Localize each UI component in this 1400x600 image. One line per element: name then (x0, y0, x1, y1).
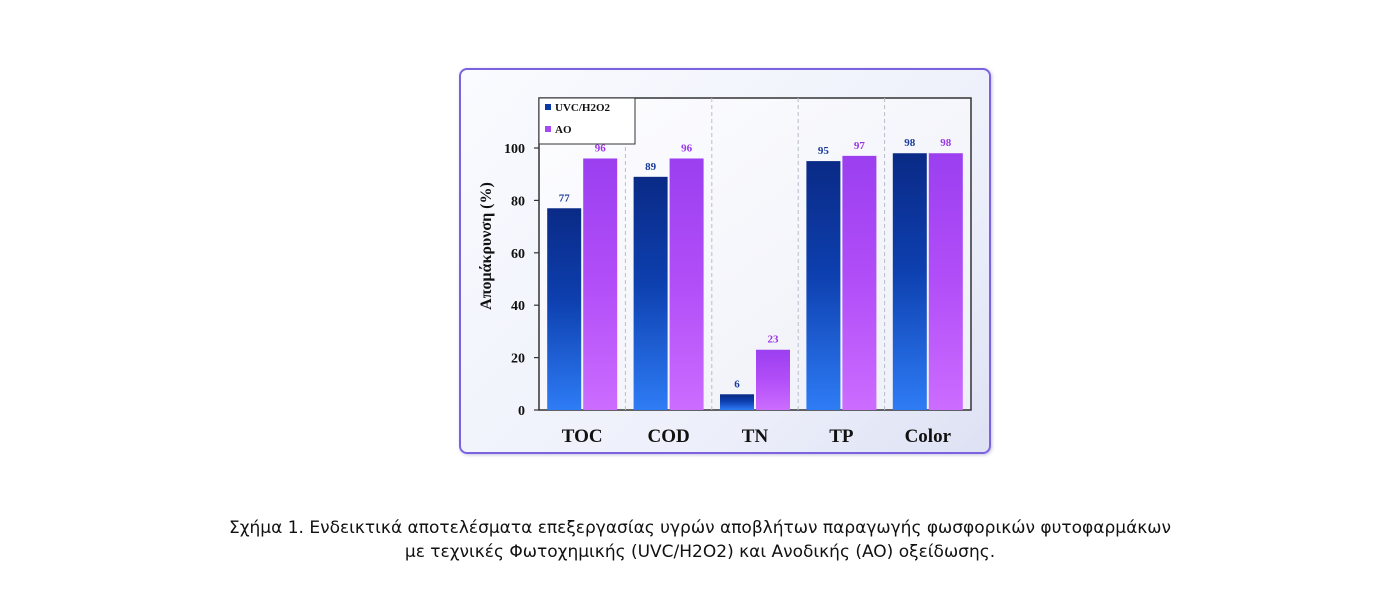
data-label: 6 (734, 378, 740, 390)
x-category-label: TOC (562, 426, 603, 447)
legend-box (538, 97, 636, 145)
bar-uvc-h2o2 (633, 176, 668, 410)
y-axis-label: Απομάκρυνση (%) (478, 182, 495, 310)
bar-ao (583, 158, 618, 410)
legend-swatch (545, 104, 551, 110)
bar-uvc-h2o2 (892, 153, 927, 410)
x-category-label: TP (829, 426, 854, 447)
y-tick-label: 100 (504, 142, 525, 157)
legend-label: UVC/H2O2 (555, 102, 611, 114)
data-label: 77 (559, 192, 571, 204)
caption-line-1: Σχήμα 1. Ενδεικτικά αποτελέσματα επεξεργ… (228, 518, 1172, 538)
bar-ao (842, 155, 877, 410)
data-label: 98 (904, 137, 916, 149)
bar-ao (928, 153, 963, 410)
y-tick-label: 60 (511, 247, 525, 262)
figure-caption: Σχήμα 1. Ενδεικτικά αποτελέσματα επεξεργ… (0, 516, 1400, 564)
x-category-label: TN (742, 426, 769, 447)
data-label: 23 (768, 334, 780, 346)
legend-swatch (545, 126, 551, 132)
legend-label: AO (555, 124, 572, 136)
data-label: 96 (681, 142, 693, 154)
bar-chart: 0 20 40 60 80 100 77 89 6 95 98 96 96 23 97 98 TOC COD TN T… (478, 97, 972, 447)
data-label: 96 (595, 142, 607, 154)
x-category-label: COD (647, 426, 689, 447)
caption-line-2: με τεχνικές Φωτοχημικής (UVC/H2O2) και Α… (404, 542, 996, 562)
x-category-label: Color (905, 426, 952, 447)
bar-uvc-h2o2 (547, 208, 582, 410)
data-label: 98 (940, 137, 952, 149)
bar-ao (669, 158, 704, 410)
bar-uvc-h2o2 (806, 161, 841, 410)
y-tick-label: 0 (518, 404, 525, 419)
data-label: 95 (818, 145, 830, 157)
chart-frame: 0 20 40 60 80 100 77 89 6 95 98 96 96 23 97 98 TOC COD TN T… (459, 68, 991, 454)
data-label: 97 (854, 140, 866, 152)
data-label: 89 (645, 161, 657, 173)
y-tick-label: 40 (511, 299, 525, 314)
y-tick-label: 20 (511, 352, 525, 367)
bar-ao (756, 349, 790, 410)
bar-uvc-h2o2 (720, 394, 754, 410)
y-tick-label: 80 (511, 194, 525, 209)
